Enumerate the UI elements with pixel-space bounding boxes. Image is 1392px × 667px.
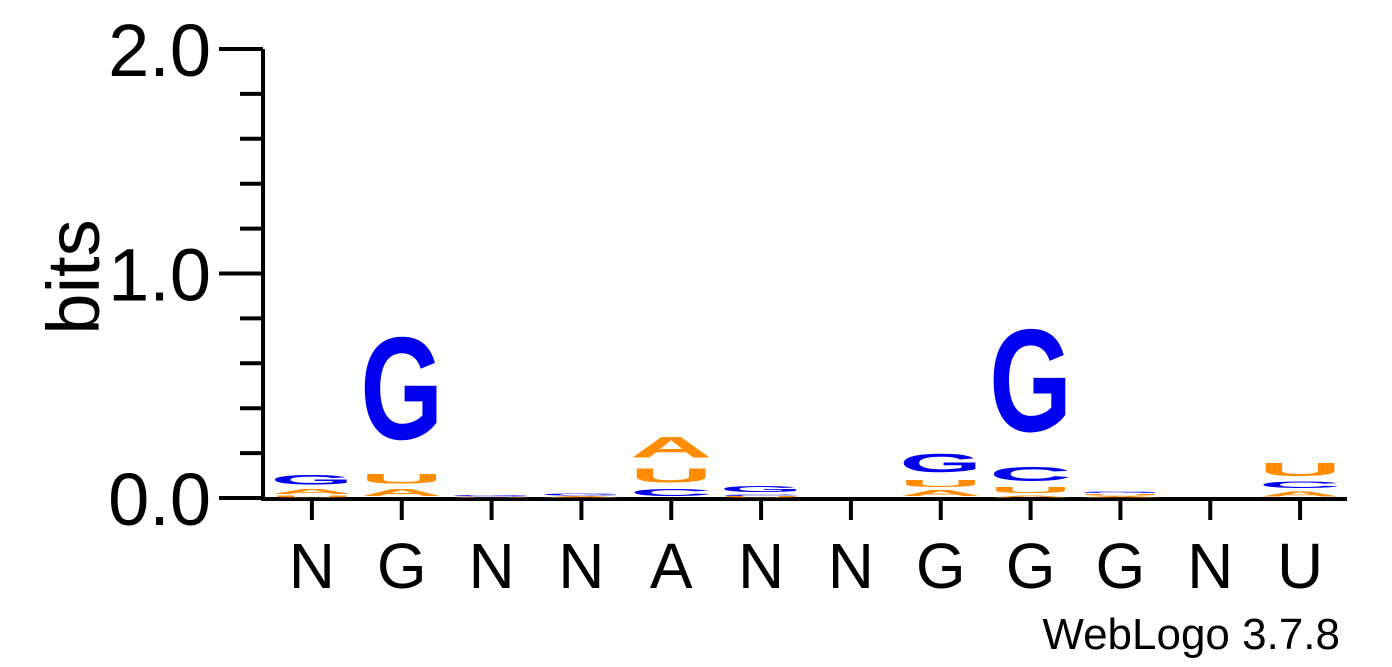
- x-tick-label: G: [377, 530, 427, 602]
- logo-letter-a: A: [899, 489, 982, 498]
- logo-letter-u: U: [360, 471, 443, 487]
- x-tick-label: N: [1187, 530, 1233, 602]
- x-tick-label: N: [558, 530, 604, 602]
- logo-letter-g: G: [271, 472, 354, 488]
- logo-letter-c: C: [989, 463, 1072, 485]
- y-axis: 0.0 1.0 2.0: [108, 9, 265, 541]
- logo-letter-a: A: [630, 430, 713, 464]
- logo-letter-g: G: [720, 485, 803, 494]
- y-tick-label: 1.0: [108, 234, 211, 317]
- logo-letter-a: A: [360, 487, 443, 498]
- x-tick-label: N: [738, 530, 784, 602]
- logo-letter-g: G: [1079, 491, 1162, 493]
- logo-letter-c: C: [1259, 480, 1342, 490]
- logo-letter-g: G: [989, 299, 1072, 463]
- logo-letter-u: U: [271, 495, 354, 498]
- logo-letter-g: G: [450, 495, 533, 497]
- logo-letter-u: U: [1259, 460, 1342, 480]
- y-tick-label: 2.0: [108, 9, 211, 92]
- y-axis-label: bits: [32, 219, 115, 334]
- logo-letter-u: U: [630, 465, 713, 487]
- weblogo-credit: WebLogo 3.7.8: [1042, 610, 1340, 659]
- logo-letter-c: C: [720, 494, 803, 496]
- logo-letter-c: C: [630, 487, 713, 498]
- x-tick-label: G: [916, 530, 966, 602]
- logo-letter-a: A: [271, 488, 354, 496]
- logo-letter-g: G: [540, 493, 623, 496]
- x-tick-label: N: [468, 530, 514, 602]
- logo-letter-a: A: [1259, 490, 1342, 498]
- logo-letter-a: A: [989, 495, 1072, 498]
- x-tick-label: U: [1277, 530, 1323, 602]
- x-tick-label: G: [1096, 530, 1146, 602]
- logo-letter-u: U: [899, 478, 982, 489]
- logo-letter-u: U: [450, 497, 533, 498]
- logo-letter-u: U: [720, 496, 803, 498]
- logo-letter-g: G: [360, 307, 443, 471]
- logo-letter-a: A: [1079, 496, 1162, 498]
- x-tick-label: N: [828, 530, 874, 602]
- y-tick-label: 0.0: [108, 458, 211, 541]
- logo-letter-g: G: [899, 449, 982, 478]
- logo-letter-a: A: [540, 496, 623, 498]
- logo-letter-u: U: [989, 486, 1072, 495]
- x-tick-label: A: [650, 530, 693, 602]
- x-tick-label: G: [1006, 530, 1056, 602]
- x-tick-label: N: [289, 530, 335, 602]
- logo-letter-u: U: [1079, 494, 1162, 496]
